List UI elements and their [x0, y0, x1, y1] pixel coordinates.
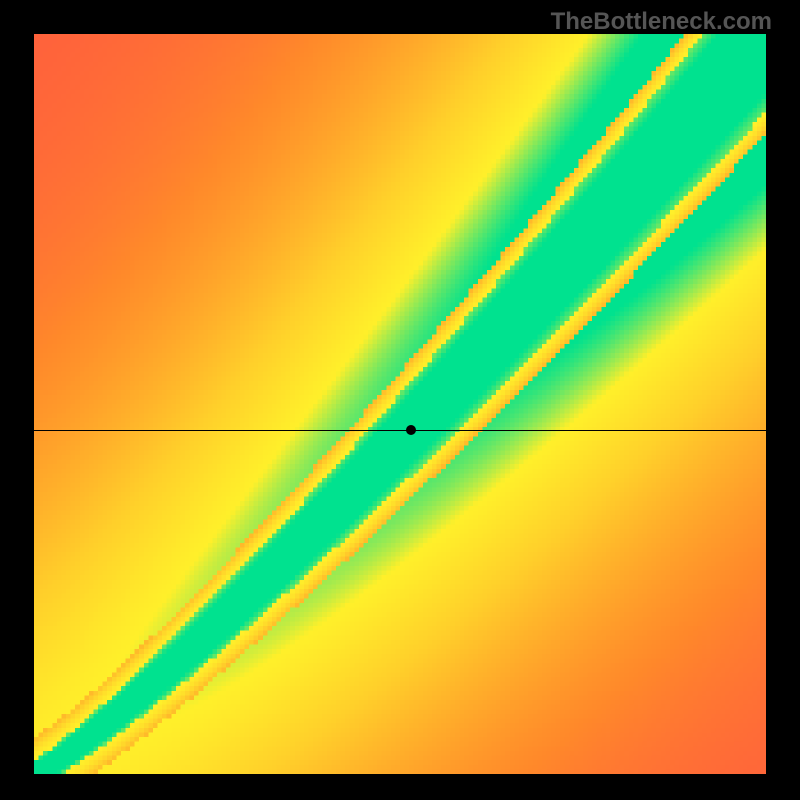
crosshair-horizontal: [34, 430, 766, 431]
chart-container: TheBottleneck.com: [0, 0, 800, 800]
plot-area: [34, 34, 766, 774]
crosshair-point: [406, 425, 416, 435]
crosshair-vertical: [411, 774, 412, 800]
heatmap-canvas: [34, 34, 766, 774]
watermark-text: TheBottleneck.com: [551, 8, 772, 36]
